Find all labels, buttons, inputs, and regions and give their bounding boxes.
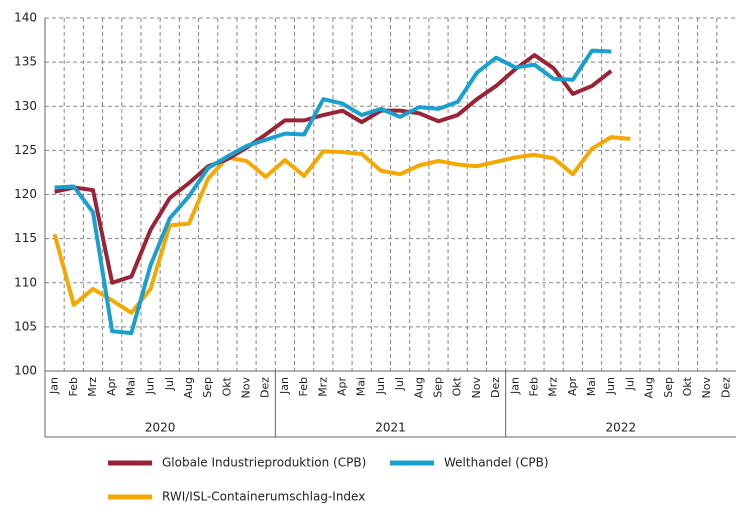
- x-tick-label: Sep: [431, 377, 444, 398]
- x-tick-label: Jun: [144, 377, 157, 395]
- x-tick-label: Okt: [451, 376, 464, 396]
- x-tick-label: Apr: [105, 377, 118, 397]
- x-tick-label: Okt: [220, 376, 233, 396]
- x-tick-label: Dez: [489, 377, 502, 398]
- x-tick-label: Nov: [470, 377, 483, 399]
- x-tick-label: Dez: [259, 377, 272, 398]
- x-tick-label: Jun: [604, 377, 617, 395]
- x-tick-label: Apr: [566, 377, 579, 397]
- x-group-label: 2021: [375, 421, 406, 435]
- y-tick-label: 100: [14, 364, 37, 378]
- x-tick-label: Feb: [67, 377, 80, 396]
- x-tick-label: Aug: [412, 377, 425, 398]
- x-tick-label: Okt: [681, 376, 694, 396]
- x-tick-label: Nov: [700, 377, 713, 399]
- x-tick-label: Jul: [393, 377, 406, 391]
- x-group-label: 2020: [145, 421, 176, 435]
- x-tick-label: Jan: [48, 377, 61, 395]
- x-tick-label: Jan: [508, 377, 521, 395]
- x-tick-label: Feb: [297, 377, 310, 396]
- x-tick-label: Mai: [355, 377, 368, 396]
- x-group-label: 2022: [606, 421, 637, 435]
- x-tick-label: Sep: [201, 377, 214, 398]
- x-tick-label: Aug: [182, 377, 195, 398]
- y-tick-label: 135: [14, 55, 37, 69]
- x-tick-label: Mrz: [547, 377, 560, 397]
- x-tick-label: Mai: [585, 377, 598, 396]
- x-tick-label: Sep: [662, 377, 675, 398]
- x-tick-label: Dez: [719, 377, 732, 398]
- x-tick-label: Jul: [163, 377, 176, 391]
- legend-label: Welthandel (CPB): [444, 456, 549, 470]
- y-tick-label: 140: [14, 11, 37, 25]
- legend-label: RWI/ISL-Containerumschlag-Index: [162, 490, 365, 504]
- x-tick-label: Nov: [240, 377, 253, 399]
- series-line: [52, 135, 631, 315]
- x-tick-label: Apr: [336, 377, 349, 397]
- y-tick-label: 120: [14, 187, 37, 201]
- y-tick-label: 105: [14, 319, 37, 333]
- x-tick-label: Mai: [124, 377, 137, 396]
- legend-label: Globale Industrieproduktion (CPB): [162, 456, 366, 470]
- x-tick-label: Aug: [643, 377, 656, 398]
- y-tick-label: 125: [14, 143, 37, 157]
- x-tick-label: Mrz: [316, 377, 329, 397]
- y-tick-label: 115: [14, 231, 37, 245]
- x-tick-label: Feb: [527, 377, 540, 396]
- x-tick-label: Jan: [278, 377, 291, 395]
- x-tick-label: Mrz: [86, 377, 99, 397]
- y-tick-label: 130: [14, 99, 37, 113]
- x-tick-label: Jun: [374, 377, 387, 395]
- y-tick-label: 110: [14, 275, 37, 289]
- x-tick-label: Jul: [623, 377, 636, 391]
- series-line: [54, 48, 612, 336]
